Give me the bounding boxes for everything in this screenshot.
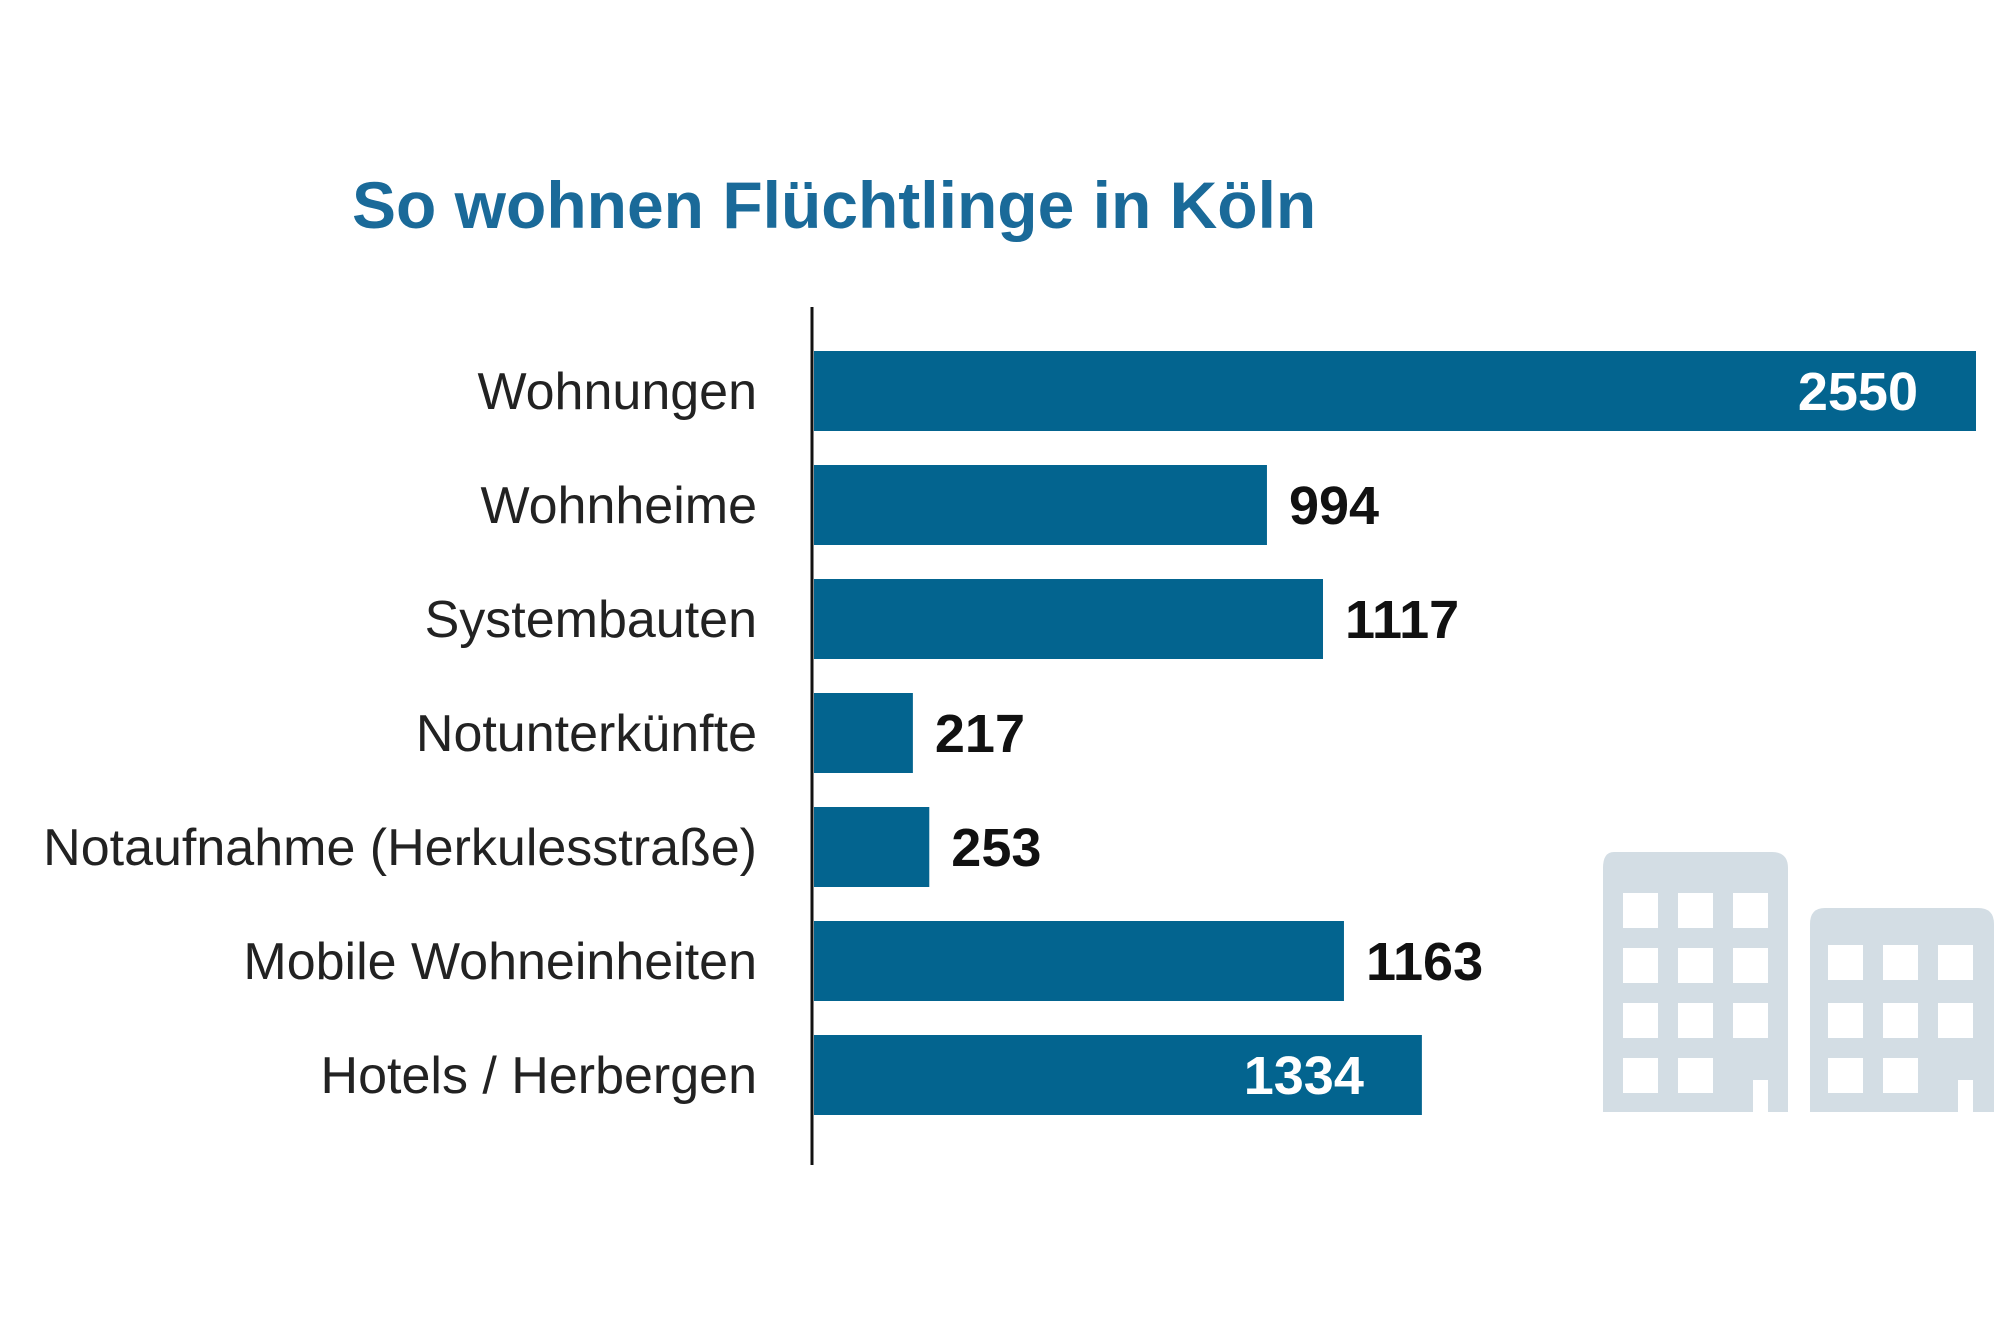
bar-6 (814, 1035, 1422, 1115)
value-label-6: 1334 (1244, 1046, 1364, 1106)
bar-5 (814, 921, 1344, 1001)
bar-0 (814, 351, 1976, 431)
category-label-2: Systembauten (425, 591, 757, 649)
value-label-4: 253 (951, 818, 1041, 878)
category-label-1: Wohnheime (480, 477, 757, 535)
category-label-5: Mobile Wohneinheiten (243, 933, 757, 991)
buildings-icon (1603, 852, 1994, 1112)
value-label-3: 217 (935, 704, 1025, 764)
bar-4 (814, 807, 930, 887)
bar-1 (814, 465, 1267, 545)
value-label-2: 1117 (1345, 590, 1459, 650)
bar-3 (814, 693, 913, 773)
value-label-1: 994 (1289, 476, 1379, 536)
category-label-3: Notunterkünfte (416, 705, 757, 763)
chart-title: So wohnen Flüchtlinge in Köln (352, 168, 1316, 242)
category-label-4: Notaufnahme (Herkulesstraße) (43, 819, 757, 877)
category-label-6: Hotels / Herbergen (321, 1047, 757, 1105)
value-label-5: 1163 (1366, 932, 1483, 992)
category-label-0: Wohnungen (478, 363, 758, 421)
value-label-0: 2550 (1798, 362, 1918, 422)
bar-2 (814, 579, 1324, 659)
